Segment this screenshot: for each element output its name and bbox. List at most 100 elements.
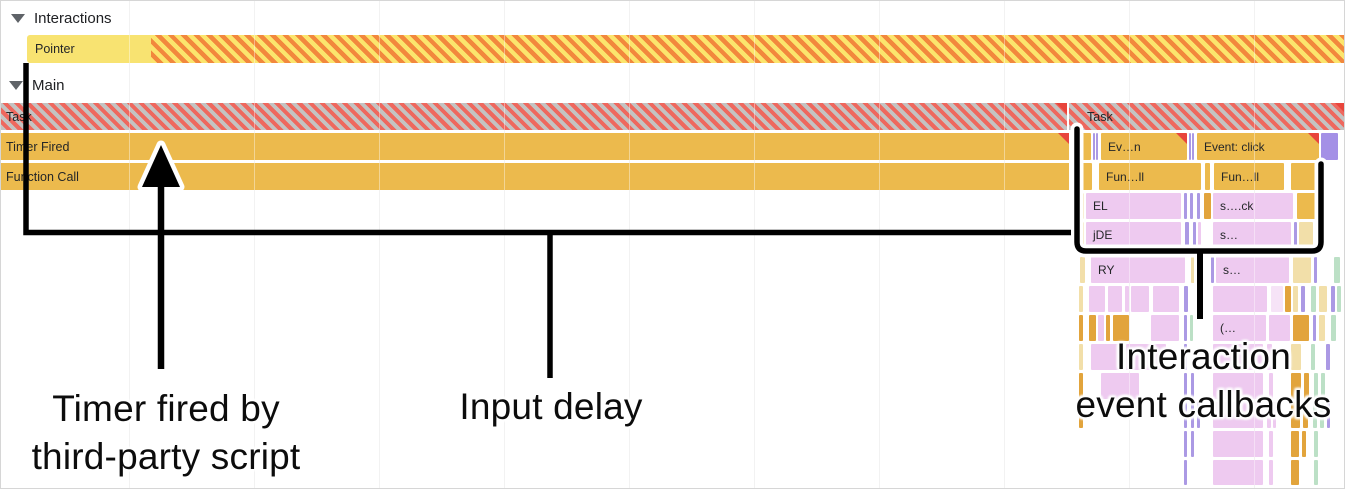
flame-sliver[interactable] [1096,133,1098,160]
flame-sliver[interactable] [1334,257,1340,283]
flame-sliver[interactable] [1108,286,1122,312]
flame-bar[interactable]: s….ck [1213,193,1293,219]
flame-sliver[interactable] [1184,460,1187,485]
flame-sliver[interactable] [1297,193,1321,219]
flame-sliver[interactable] [1316,222,1319,248]
flame-sliver[interactable] [1294,222,1297,248]
flame-sliver[interactable] [1153,286,1179,312]
flame-sliver[interactable] [1192,133,1194,160]
flame-sliver[interactable] [1314,257,1317,283]
flame-sliver[interactable] [1273,402,1276,428]
flame-sliver[interactable] [1184,315,1187,341]
flame-sliver[interactable] [1269,431,1273,457]
function-call-bar[interactable]: Function Call [1,163,1069,190]
flame-sliver[interactable] [1291,460,1299,485]
flame-sliver[interactable] [1314,431,1318,457]
flame-sliver[interactable] [1184,193,1187,219]
flame-sliver[interactable] [1267,344,1272,370]
flame-sliver[interactable] [1189,133,1191,160]
flame-sliver[interactable] [1320,402,1324,428]
flame-sliver[interactable] [1314,373,1318,399]
flame-sliver[interactable] [1191,257,1197,283]
flame-bar[interactable]: Ev…n [1101,133,1187,160]
flame-sliver[interactable] [1293,257,1311,283]
flame-sliver[interactable] [1267,402,1271,428]
flame-sliver[interactable] [1311,344,1315,370]
flame-bar[interactable]: Fun…ll [1214,163,1284,190]
flame-sliver[interactable] [1291,431,1299,457]
track-header-main[interactable]: Main [9,77,65,94]
flame-sliver[interactable] [1126,344,1166,370]
flame-sliver[interactable] [1193,222,1196,248]
flame-sliver[interactable] [1293,315,1309,341]
flame-sliver[interactable] [1082,163,1092,190]
flame-sliver[interactable] [1299,222,1313,248]
flame-sliver[interactable] [1080,257,1085,283]
flame-sliver[interactable] [1205,163,1210,190]
flame-sliver[interactable] [1304,373,1309,399]
flame-sliver[interactable] [1291,402,1300,428]
flame-sliver[interactable] [1327,402,1330,428]
flame-sliver[interactable] [1331,286,1335,312]
flame-sliver[interactable] [1293,286,1298,312]
flame-sliver[interactable] [1321,133,1338,160]
flame-sliver[interactable] [1198,222,1201,248]
flame-sliver[interactable] [1213,286,1267,312]
flame-sliver[interactable] [1319,315,1325,341]
flame-sliver[interactable] [1269,373,1273,399]
flame-sliver[interactable] [1269,315,1290,341]
task-bar-right[interactable]: Task [1069,103,1344,130]
flame-sliver[interactable] [1080,222,1084,248]
flame-sliver[interactable] [1184,286,1188,312]
flame-sliver[interactable] [1321,373,1325,399]
flame-sliver[interactable] [1113,315,1129,341]
flame-sliver[interactable] [1326,344,1330,370]
flame-bar[interactable]: RY [1091,257,1185,283]
flame-sliver[interactable] [1197,193,1200,219]
flame-sliver[interactable] [1131,286,1149,312]
flame-bar[interactable]: (… [1213,315,1266,341]
flame-sliver[interactable] [1191,431,1194,457]
flame-sliver[interactable] [1303,402,1308,428]
flame-bar[interactable]: Event: click [1197,133,1319,160]
flame-sliver[interactable] [1269,460,1273,485]
flame-sliver[interactable] [1213,373,1263,399]
flame-sliver[interactable] [1093,133,1095,160]
flame-sliver[interactable] [1089,315,1096,341]
flame-sliver[interactable] [1079,344,1083,370]
flame-sliver[interactable] [1291,373,1301,399]
flame-sliver[interactable] [1191,373,1194,399]
flame-bar[interactable]: s… [1216,257,1289,283]
flame-bar[interactable]: s… [1213,222,1291,248]
flame-sliver[interactable] [1311,286,1316,312]
flame-bar[interactable]: EL [1086,193,1181,219]
track-header-interactions[interactable]: Interactions [11,10,112,27]
flame-sliver[interactable] [1079,373,1083,399]
flame-sliver[interactable] [1184,402,1187,428]
flame-sliver[interactable] [1101,373,1139,399]
flame-sliver[interactable] [1213,344,1263,370]
flame-sliver[interactable] [1078,133,1091,160]
flame-sliver[interactable] [1213,460,1263,485]
flame-sliver[interactable] [1078,163,1080,190]
flame-sliver[interactable] [1313,315,1316,341]
flame-sliver[interactable] [1080,193,1084,219]
flame-sliver[interactable] [1185,222,1189,248]
flame-sliver[interactable] [1151,315,1179,341]
flame-sliver[interactable] [1106,315,1110,341]
flame-sliver[interactable] [1213,431,1263,457]
flame-sliver[interactable] [1301,286,1305,312]
flame-sliver[interactable] [1184,373,1187,399]
flame-sliver[interactable] [1271,286,1283,312]
flame-sliver[interactable] [1302,431,1306,457]
collapse-triangle-icon[interactable] [9,81,23,90]
collapse-triangle-icon[interactable] [11,14,25,23]
flame-sliver[interactable] [1190,315,1193,341]
flame-sliver[interactable] [1291,344,1301,370]
flame-sliver[interactable] [1213,402,1263,428]
flame-bar[interactable]: Fun…ll [1099,163,1201,190]
flame-sliver[interactable] [1331,315,1336,341]
flame-sliver[interactable] [1184,431,1187,457]
flame-sliver[interactable] [1204,193,1211,219]
flame-sliver[interactable] [1191,402,1194,428]
